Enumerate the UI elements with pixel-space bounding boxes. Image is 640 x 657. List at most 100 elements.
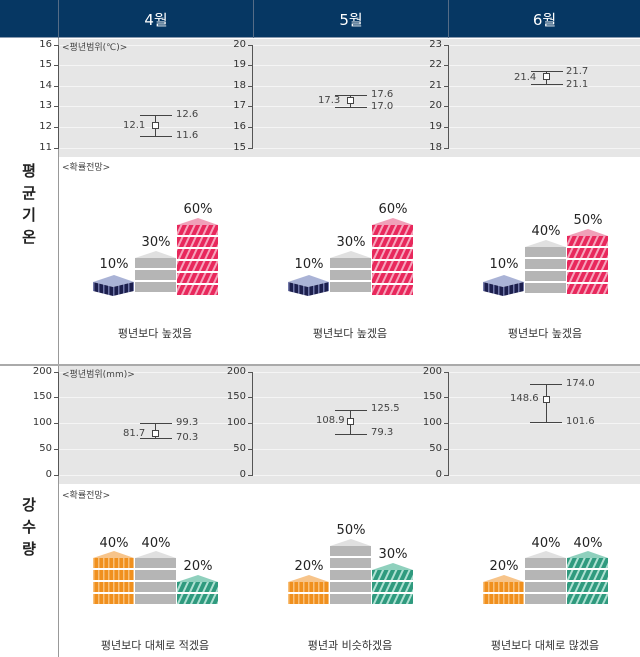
tick: [54, 475, 58, 476]
tick-label: 19: [233, 59, 246, 70]
temp-range-tag: <평년범위(℃)>: [62, 43, 128, 53]
tick: [54, 397, 58, 398]
row-label-char: 평: [22, 162, 36, 180]
tick-label: 0: [45, 469, 52, 480]
tick-label: 14: [39, 80, 52, 91]
tick-label: 200: [422, 366, 442, 377]
label-column-divider: [58, 38, 59, 657]
tick: [248, 475, 252, 476]
tick: [248, 148, 252, 149]
tick: [444, 397, 448, 398]
tick-label: 150: [226, 391, 246, 402]
tick: [248, 449, 252, 450]
tick: [54, 65, 58, 66]
tick-label: 23: [429, 39, 442, 50]
row-label-char: 량: [22, 540, 36, 558]
tick: [54, 45, 58, 46]
tick-label: 21: [429, 80, 442, 91]
tick-label: 17: [233, 100, 246, 111]
block-above: [372, 563, 413, 604]
block-normal: [525, 240, 566, 293]
block-high: [372, 218, 413, 295]
block-low: [93, 275, 134, 296]
row-label-char: 균: [22, 184, 36, 202]
tick-label: 11: [39, 142, 52, 153]
row-label-char: 수: [22, 518, 36, 536]
tick: [248, 372, 252, 373]
temp-axis-april: [58, 45, 59, 149]
tick: [54, 86, 58, 87]
gridline: [58, 449, 640, 450]
row-label-char: 온: [22, 228, 36, 246]
month-header: 4월 5월 6월: [0, 0, 640, 38]
tick: [444, 449, 448, 450]
tick: [444, 423, 448, 424]
tick: [444, 127, 448, 128]
tick: [248, 65, 252, 66]
tick-label: 0: [239, 469, 246, 480]
tick: [444, 86, 448, 87]
tick: [444, 106, 448, 107]
tick: [54, 106, 58, 107]
tick: [444, 372, 448, 373]
row-label-char: 강: [22, 496, 36, 514]
gridline: [58, 106, 640, 107]
tick-label: 150: [422, 391, 442, 402]
tick-label: 20: [233, 39, 246, 50]
temp-axis-june: [448, 45, 449, 149]
block-low: [288, 275, 329, 296]
precip-axis-june: [448, 372, 449, 476]
block-below: [483, 575, 524, 604]
tick-label: 22: [429, 59, 442, 70]
gridline: [58, 127, 640, 128]
gridline: [58, 86, 640, 87]
tick-label: 100: [32, 417, 52, 428]
tick: [54, 127, 58, 128]
tick: [444, 65, 448, 66]
row-label-temperature: 평 균 기 온: [0, 160, 58, 248]
gridline: [58, 475, 640, 476]
tick-label: 150: [32, 391, 52, 402]
header-april: 4월: [58, 0, 253, 38]
header-may: 5월: [253, 0, 448, 38]
tick-label: 15: [39, 59, 52, 70]
tick: [444, 148, 448, 149]
block-below: [288, 575, 329, 604]
block-normal: [135, 251, 176, 292]
block-high: [177, 218, 218, 295]
temp-axis-may: [252, 45, 253, 149]
precip-range-tag: <평년범위(mm)>: [62, 370, 135, 380]
tick: [444, 45, 448, 46]
tick: [444, 475, 448, 476]
gridline: [58, 45, 640, 46]
tick-label: 200: [32, 366, 52, 377]
tick-label: 50: [233, 443, 246, 454]
header-june: 6월: [448, 0, 640, 38]
tick: [54, 449, 58, 450]
tick-label: 100: [422, 417, 442, 428]
tick-label: 18: [429, 142, 442, 153]
tick: [54, 372, 58, 373]
tick-label: 200: [226, 366, 246, 377]
tick: [248, 45, 252, 46]
precip-axis-april: [58, 372, 59, 476]
block-low: [483, 275, 524, 296]
tick: [54, 423, 58, 424]
tick-label: 15: [233, 142, 246, 153]
tick-label: 16: [39, 39, 52, 50]
block-normal: [525, 551, 566, 604]
block-normal: [135, 551, 176, 604]
block-normal: [330, 539, 371, 604]
gridline: [58, 65, 640, 66]
tick-label: 19: [429, 121, 442, 132]
tick-label: 16: [233, 121, 246, 132]
gridline: [58, 397, 640, 398]
tick-label: 50: [39, 443, 52, 454]
tick: [248, 423, 252, 424]
tick: [248, 86, 252, 87]
precip-probability-tag: <확률전망>: [62, 491, 111, 501]
tick: [248, 397, 252, 398]
tick-label: 50: [429, 443, 442, 454]
temp-probability-tag: <확률전망>: [62, 163, 111, 173]
block-high: [567, 229, 608, 294]
